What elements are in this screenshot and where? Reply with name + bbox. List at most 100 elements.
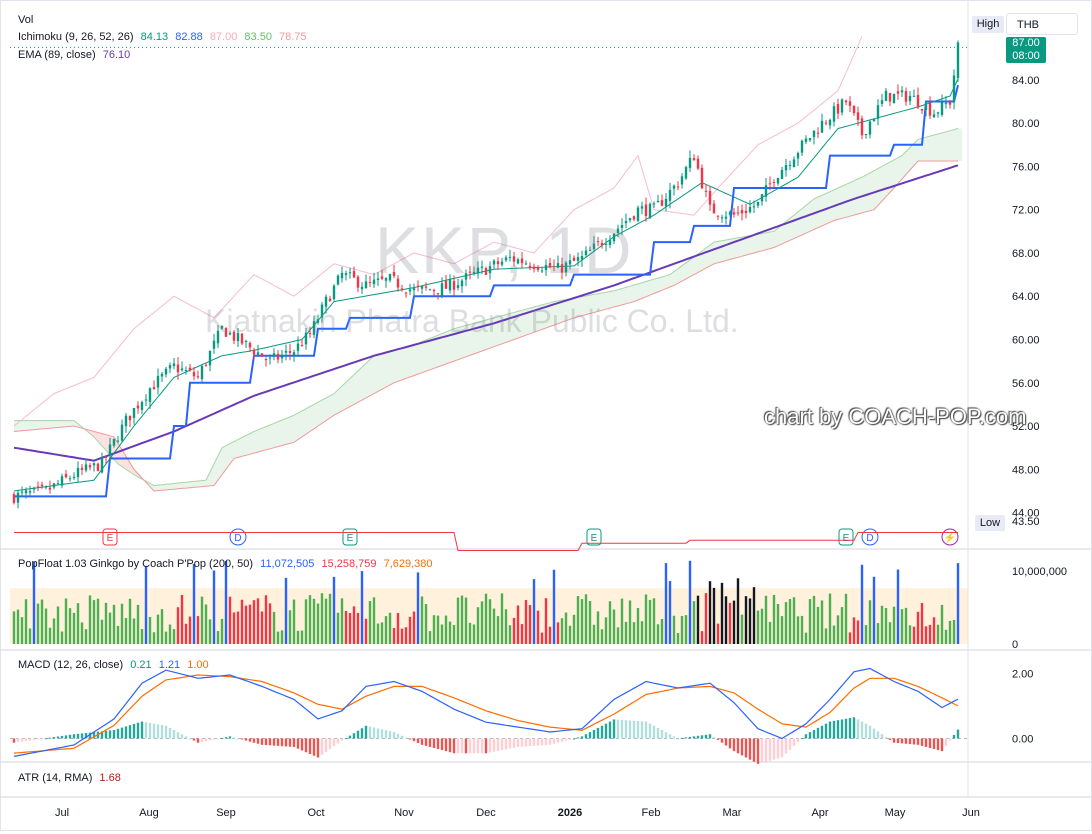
macd-histogram-bar — [248, 738, 252, 742]
ichimoku-cloud-segment — [334, 389, 338, 416]
volume-bar — [472, 624, 476, 644]
candlestick — [632, 215, 636, 222]
volume-bar — [140, 629, 144, 644]
volume-bar — [24, 599, 28, 644]
ichimoku-cloud-segment — [958, 128, 962, 161]
macd-histogram-bar — [72, 734, 76, 739]
candlestick — [180, 361, 184, 372]
candlestick — [132, 407, 136, 425]
candle-body — [944, 102, 948, 104]
candlestick — [288, 343, 292, 361]
candle-body — [796, 153, 800, 159]
volume-bar — [932, 617, 936, 644]
candlestick — [200, 363, 204, 384]
legend-vol[interactable]: Vol — [18, 14, 37, 26]
candle-body — [660, 200, 664, 206]
macd-histogram-bar — [152, 723, 156, 739]
ichimoku-cloud-segment — [182, 482, 186, 489]
volume-bar — [412, 611, 416, 644]
candle-body — [164, 368, 168, 375]
legend-ema[interactable]: EMA (89, close) 76.10 — [18, 49, 134, 61]
volume-bar — [56, 606, 60, 644]
candle-body — [180, 368, 184, 371]
candlestick — [340, 266, 344, 283]
ichimoku-cloud-segment — [66, 420, 70, 427]
volume-bar — [892, 606, 896, 644]
volume-bar — [68, 608, 72, 644]
volume-bar — [940, 604, 944, 644]
candle-body — [56, 483, 60, 485]
macd-histogram-bar — [856, 719, 860, 739]
candle-body — [312, 321, 316, 335]
candle-body — [760, 194, 764, 202]
candlestick — [268, 354, 272, 365]
currency-selector[interactable]: THB — [1006, 13, 1078, 35]
candle-body — [556, 263, 560, 268]
macd-histogram-bar — [612, 719, 616, 739]
volume-bar — [736, 578, 740, 644]
volume-bar — [148, 616, 152, 644]
macd-histogram-bar — [500, 738, 504, 751]
legend-ema-value: 76.10 — [102, 49, 131, 61]
ichimoku-cloud-segment — [614, 289, 618, 307]
candlestick — [260, 353, 264, 357]
macd-histogram-bar — [784, 738, 788, 754]
legend-atr[interactable]: ATR (14, RMA) 1.68 — [18, 772, 125, 784]
legend-macd-hist: 0.21 — [130, 659, 152, 671]
legend-ichimoku[interactable]: Ichimoku (9, 26, 52, 26) 84.13 82.88 87.… — [18, 31, 311, 43]
candle-body — [268, 357, 272, 359]
macd-histogram-bar — [912, 738, 916, 745]
ema-89-line — [13, 164, 959, 462]
candlestick — [332, 284, 336, 301]
legend-macd-name: MACD (12, 26, close) — [18, 659, 124, 671]
macd-histogram-bar — [288, 738, 292, 747]
candlestick — [480, 260, 484, 275]
candlestick — [392, 264, 396, 279]
legend-popfloat[interactable]: PopFloat 1.03 Ginkgo by Coach P'Pop (200… — [18, 558, 437, 570]
volume-bar — [12, 611, 16, 644]
candle-body — [904, 91, 908, 102]
ichimoku-cloud-segment — [330, 393, 334, 418]
volume-bar — [124, 618, 128, 644]
volume-bar — [80, 622, 84, 644]
candle-body — [256, 352, 260, 355]
candle-body — [492, 260, 496, 265]
candlestick — [616, 224, 620, 238]
ichimoku-cloud-segment — [482, 320, 486, 351]
ichimoku-cloud-segment — [710, 242, 714, 266]
candle-body — [252, 349, 256, 355]
macd-histogram-bar — [708, 734, 712, 739]
macd-histogram-bar — [956, 729, 960, 739]
macd-histogram-bar — [668, 734, 672, 739]
ichimoku-cloud-segment — [542, 303, 546, 330]
candlestick — [412, 283, 416, 298]
event-marker-label: ⚡ — [944, 531, 956, 544]
volume-bar — [668, 581, 672, 644]
volume-bar — [676, 632, 680, 644]
volume-bar — [756, 610, 760, 644]
time-axis-tick: Jul — [55, 807, 69, 819]
macd-histogram-bar — [92, 732, 96, 739]
candle-body — [96, 463, 100, 471]
ichimoku-base-line — [14, 85, 959, 498]
macd-histogram-bar — [28, 738, 32, 741]
candle-body — [752, 206, 756, 208]
volume-bar — [588, 600, 592, 644]
candlestick — [564, 260, 568, 277]
macd-histogram-bar — [204, 738, 208, 742]
volume-bar — [744, 596, 748, 644]
candlestick — [456, 278, 460, 291]
volume-bar — [348, 613, 352, 644]
candle-body — [552, 266, 556, 268]
candlestick — [748, 200, 752, 214]
macd-histogram-bar — [64, 735, 68, 739]
candlestick — [360, 282, 364, 294]
macd-histogram-bar — [264, 738, 268, 746]
macd-histogram-bar — [496, 738, 500, 751]
ichimoku-cloud-segment — [226, 443, 230, 470]
volume-bar — [156, 614, 160, 644]
macd-histogram-bar — [760, 738, 764, 763]
legend-macd[interactable]: MACD (12, 26, close) 0.21 1.21 1.00 — [18, 659, 213, 671]
candle-body — [720, 217, 724, 219]
